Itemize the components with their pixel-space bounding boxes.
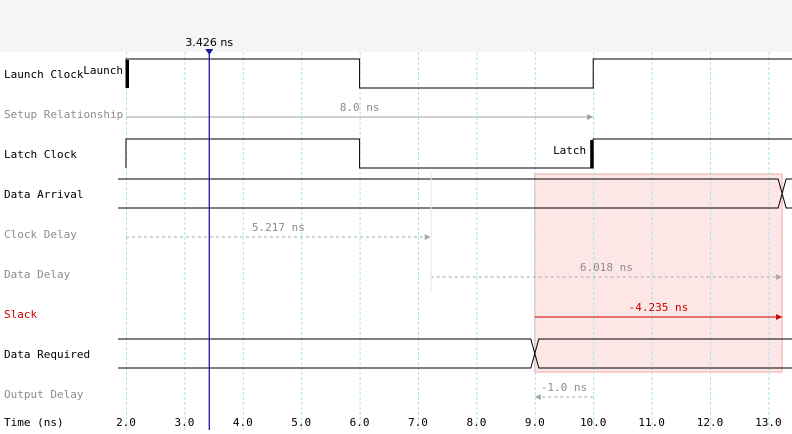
row-label-data-arrival: Data Arrival: [4, 188, 83, 201]
time-tick-label: 7.0: [408, 416, 428, 429]
time-tick-label: 10.0: [580, 416, 607, 429]
time-tick-label: 6.0: [350, 416, 370, 429]
cursor-time-label: 3.426 ns: [185, 36, 233, 49]
time-tick-label: 9.0: [525, 416, 545, 429]
slack-arrowhead: [776, 314, 783, 320]
cursor-marker-icon: [205, 49, 214, 55]
row-label-data-required: Data Required: [4, 348, 90, 361]
clock-delay-measure-label: 5.217 ns: [252, 221, 305, 234]
row-label-data-delay: Data Delay: [4, 268, 71, 281]
time-tick-label: 4.0: [233, 416, 253, 429]
time-tick-label: 3.0: [174, 416, 194, 429]
output-delay-arrowhead: [534, 394, 541, 400]
row-label-slack: Slack: [4, 308, 37, 321]
launch-marker-label: Launch: [83, 64, 123, 77]
row-label-setup-relationship: Setup Relationship: [4, 108, 123, 121]
latch-clock-waveform: [125, 138, 792, 169]
output-delay-measure-label: -1.0 ns: [541, 381, 587, 394]
row-label-launch-clock: Launch Clock: [4, 68, 84, 81]
latch-marker-label: Latch: [553, 144, 586, 157]
data-delay-arrowhead: [776, 274, 783, 280]
data-required-waveform-b: [118, 338, 792, 369]
time-tick-label: 5.0: [291, 416, 311, 429]
row-label-time-axis: Time (ns): [4, 416, 64, 429]
data-delay-measure-label: 6.018 ns: [580, 261, 633, 274]
slack-measure-label: -4.235 ns: [629, 301, 689, 314]
launch-edge-marker: [126, 60, 129, 88]
setup-relationship-measure-label: 8.0 ns: [340, 101, 380, 114]
row-label-clock-delay: Clock Delay: [4, 228, 77, 241]
clock-delay-arrowhead: [424, 234, 431, 240]
row-label-output-delay: Output Delay: [4, 388, 84, 401]
time-tick-label: 8.0: [466, 416, 486, 429]
time-tick-label: 11.0: [638, 416, 665, 429]
setup-relationship-arrowhead: [587, 114, 594, 120]
row-label-latch-clock: Latch Clock: [4, 148, 77, 161]
time-tick-label: 2.0: [116, 416, 136, 429]
time-tick-label: 12.0: [697, 416, 724, 429]
launch-clock-waveform: [125, 58, 792, 89]
latch-edge-marker: [590, 140, 594, 168]
slack-region: [534, 173, 783, 373]
time-tick-label: 13.0: [755, 416, 782, 429]
data-arrival-waveform-b: [118, 178, 792, 209]
top-band: [0, 0, 792, 52]
